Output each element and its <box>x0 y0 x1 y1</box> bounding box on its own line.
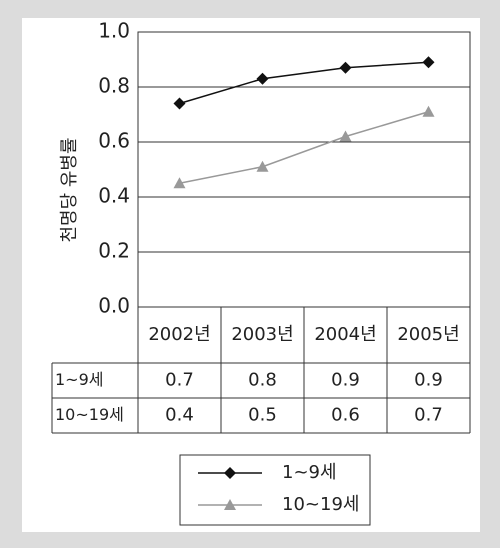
table-cell: 0.8 <box>248 370 277 391</box>
marker <box>224 499 236 510</box>
y-tick-label: 0.2 <box>98 239 130 263</box>
table-cell: 0.7 <box>414 405 443 426</box>
table-cell: 0.5 <box>248 405 277 426</box>
table-cell: 0.7 <box>165 370 194 391</box>
y-tick-label: 1.0 <box>98 19 130 43</box>
marker <box>422 105 435 117</box>
panel <box>22 18 480 532</box>
table-row-label: 10~19세 <box>55 405 124 424</box>
series-line <box>179 111 429 184</box>
marker <box>173 177 186 189</box>
marker <box>339 61 352 74</box>
y-tick-label: 0.4 <box>98 184 130 208</box>
marker <box>173 97 186 110</box>
legend-label: 1~9세 <box>282 462 337 483</box>
marker <box>339 130 352 142</box>
table-cell: 0.6 <box>331 405 360 426</box>
y-tick-label: 0.8 <box>98 74 130 98</box>
marker <box>224 467 236 479</box>
y-tick-label: 0.6 <box>98 129 130 153</box>
table-row-label: 1~9세 <box>55 370 104 389</box>
y-axis-label: 천명당 유병률 <box>59 137 80 242</box>
x-tick-label: 2005년 <box>397 324 459 345</box>
table-cell: 0.9 <box>331 370 360 391</box>
x-tick-label: 2003년 <box>231 324 293 345</box>
x-tick-label: 2004년 <box>314 324 376 345</box>
legend-label: 10~19세 <box>282 494 359 515</box>
y-tick-label: 0.0 <box>98 294 130 318</box>
legend-box <box>179 454 371 526</box>
table-cell: 0.4 <box>165 405 194 426</box>
marker <box>422 56 435 69</box>
table-cell: 0.9 <box>414 370 443 391</box>
marker <box>256 160 269 172</box>
marker <box>256 72 269 85</box>
series-line <box>179 61 429 105</box>
x-tick-label: 2002년 <box>148 324 210 345</box>
